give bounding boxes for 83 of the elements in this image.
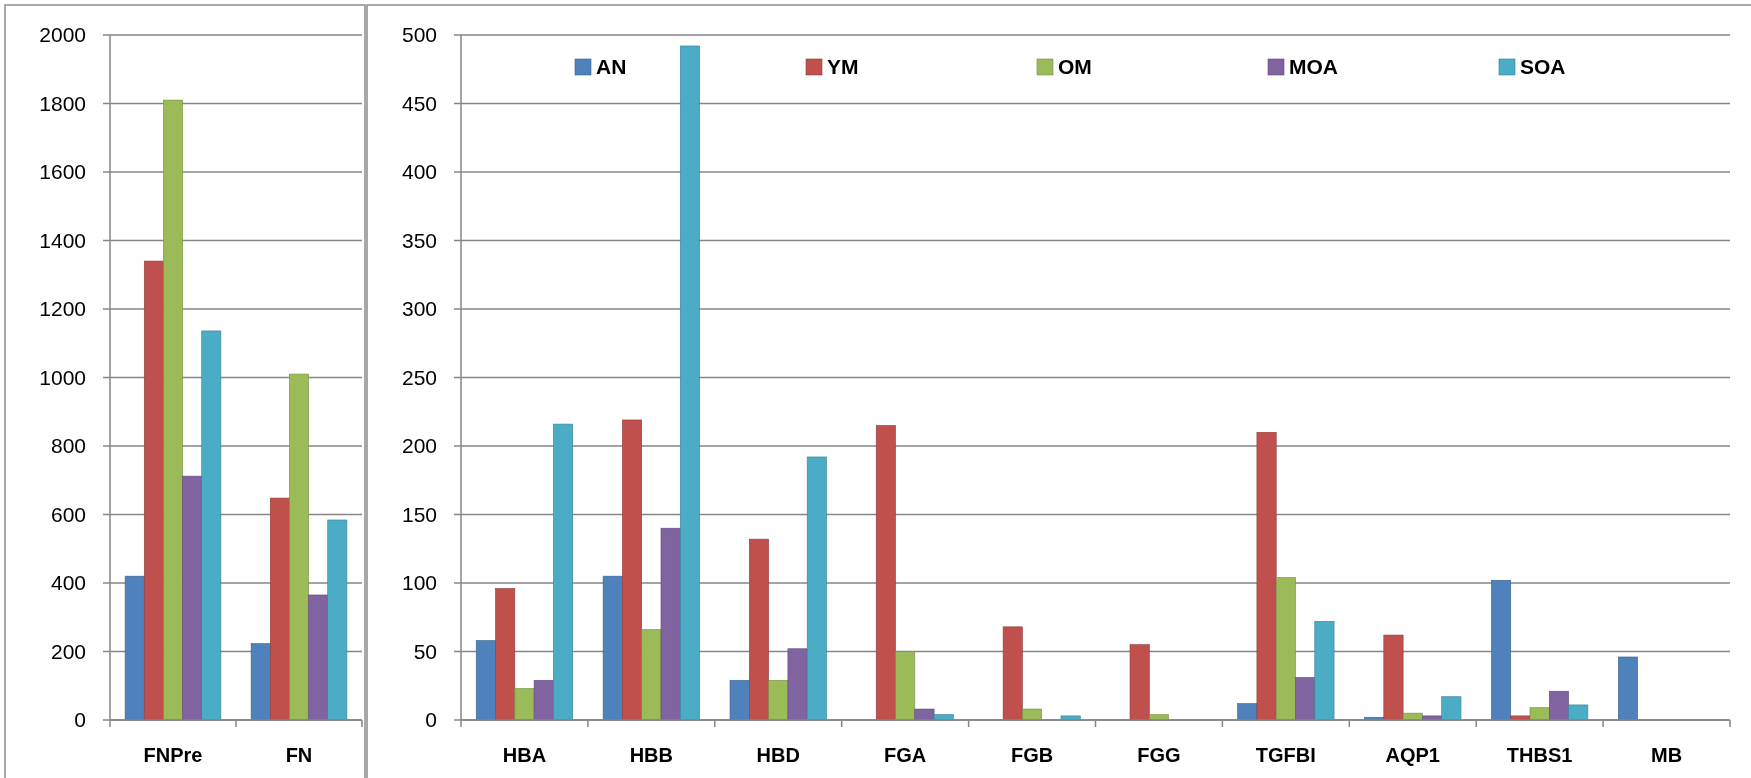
y-tick-label: 300	[401, 297, 437, 321]
bar	[143, 260, 164, 721]
bar	[679, 45, 700, 721]
x-tick-label: FNPre	[143, 744, 203, 766]
bar	[124, 575, 145, 721]
bar	[289, 373, 309, 721]
bar	[163, 99, 183, 721]
y-tick-label: 200	[401, 434, 437, 458]
bar	[1060, 715, 1081, 721]
bar	[1441, 696, 1462, 721]
x-tick-label: FGB	[1010, 744, 1054, 766]
bar	[269, 497, 290, 721]
y-tick-label: 1600	[39, 160, 86, 184]
y-tick-label: 0	[425, 708, 437, 732]
bar	[895, 651, 916, 721]
bar	[514, 688, 535, 721]
x-tick-label: AQP1	[1385, 744, 1440, 766]
legend-label: SOA	[1520, 55, 1566, 78]
bar	[495, 588, 516, 721]
bar	[1568, 704, 1589, 721]
y-tick-label: 400	[50, 571, 86, 595]
legend-label: MOA	[1289, 55, 1338, 78]
y-tick-label: 200	[50, 639, 86, 663]
bar	[875, 425, 896, 721]
bar	[1491, 579, 1512, 721]
y-tick-label: 350	[401, 228, 437, 252]
y-tick-label: 600	[50, 502, 86, 526]
bar	[533, 679, 554, 721]
x-tick-label: HBD	[756, 744, 800, 766]
bar	[182, 475, 203, 721]
y-tick-label: 1200	[39, 297, 86, 321]
bar	[806, 456, 827, 721]
bar	[1548, 690, 1569, 721]
bar	[1529, 707, 1550, 721]
bar	[1002, 626, 1023, 721]
x-tick-label: FGA	[884, 744, 927, 766]
bar	[475, 640, 496, 721]
x-tick-label: HBB	[629, 744, 674, 766]
y-tick-label: 250	[401, 365, 437, 389]
bar	[660, 527, 681, 721]
bar	[1256, 432, 1277, 721]
bar	[250, 643, 271, 721]
x-tick-label: THBS1	[1506, 744, 1573, 766]
y-tick-label: 1800	[39, 91, 86, 115]
bar	[1314, 621, 1335, 721]
x-tick-label: TGFBI	[1255, 744, 1316, 766]
x-tick-label: FN	[285, 744, 313, 766]
bar	[553, 423, 573, 721]
bar	[1618, 656, 1638, 721]
bar	[602, 575, 623, 721]
y-tick-label: 0	[74, 708, 86, 732]
bar	[729, 679, 750, 721]
bar	[1295, 677, 1316, 721]
bar	[641, 629, 662, 721]
legend-label: YM	[827, 55, 859, 78]
legend-label: OM	[1058, 55, 1092, 78]
y-tick-label: 1400	[39, 228, 86, 252]
bar	[787, 648, 808, 721]
y-tick-label: 2000	[39, 23, 86, 47]
bar	[308, 594, 329, 721]
y-tick-label: 50	[413, 639, 437, 663]
bar	[1383, 634, 1404, 721]
y-tick-label: 100	[401, 571, 437, 595]
bar	[914, 708, 935, 721]
bar	[327, 519, 348, 721]
x-tick-label: MB	[1651, 744, 1683, 766]
y-tick-label: 450	[401, 91, 437, 115]
x-tick-label: FGG	[1137, 744, 1181, 766]
y-tick-label: 1000	[39, 365, 86, 389]
y-tick-label: 800	[50, 434, 86, 458]
bar	[201, 330, 222, 721]
x-tick-label: HBA	[502, 744, 547, 766]
y-tick-label: 500	[401, 23, 437, 47]
y-tick-label: 400	[401, 160, 437, 184]
y-tick-label: 150	[401, 502, 437, 526]
bar	[1022, 708, 1042, 721]
bar	[768, 679, 789, 721]
bar	[749, 538, 769, 721]
bar	[622, 419, 643, 721]
legend-label: AN	[596, 55, 627, 78]
bar	[1129, 644, 1150, 721]
bar	[1275, 577, 1296, 721]
bar	[1237, 703, 1258, 721]
